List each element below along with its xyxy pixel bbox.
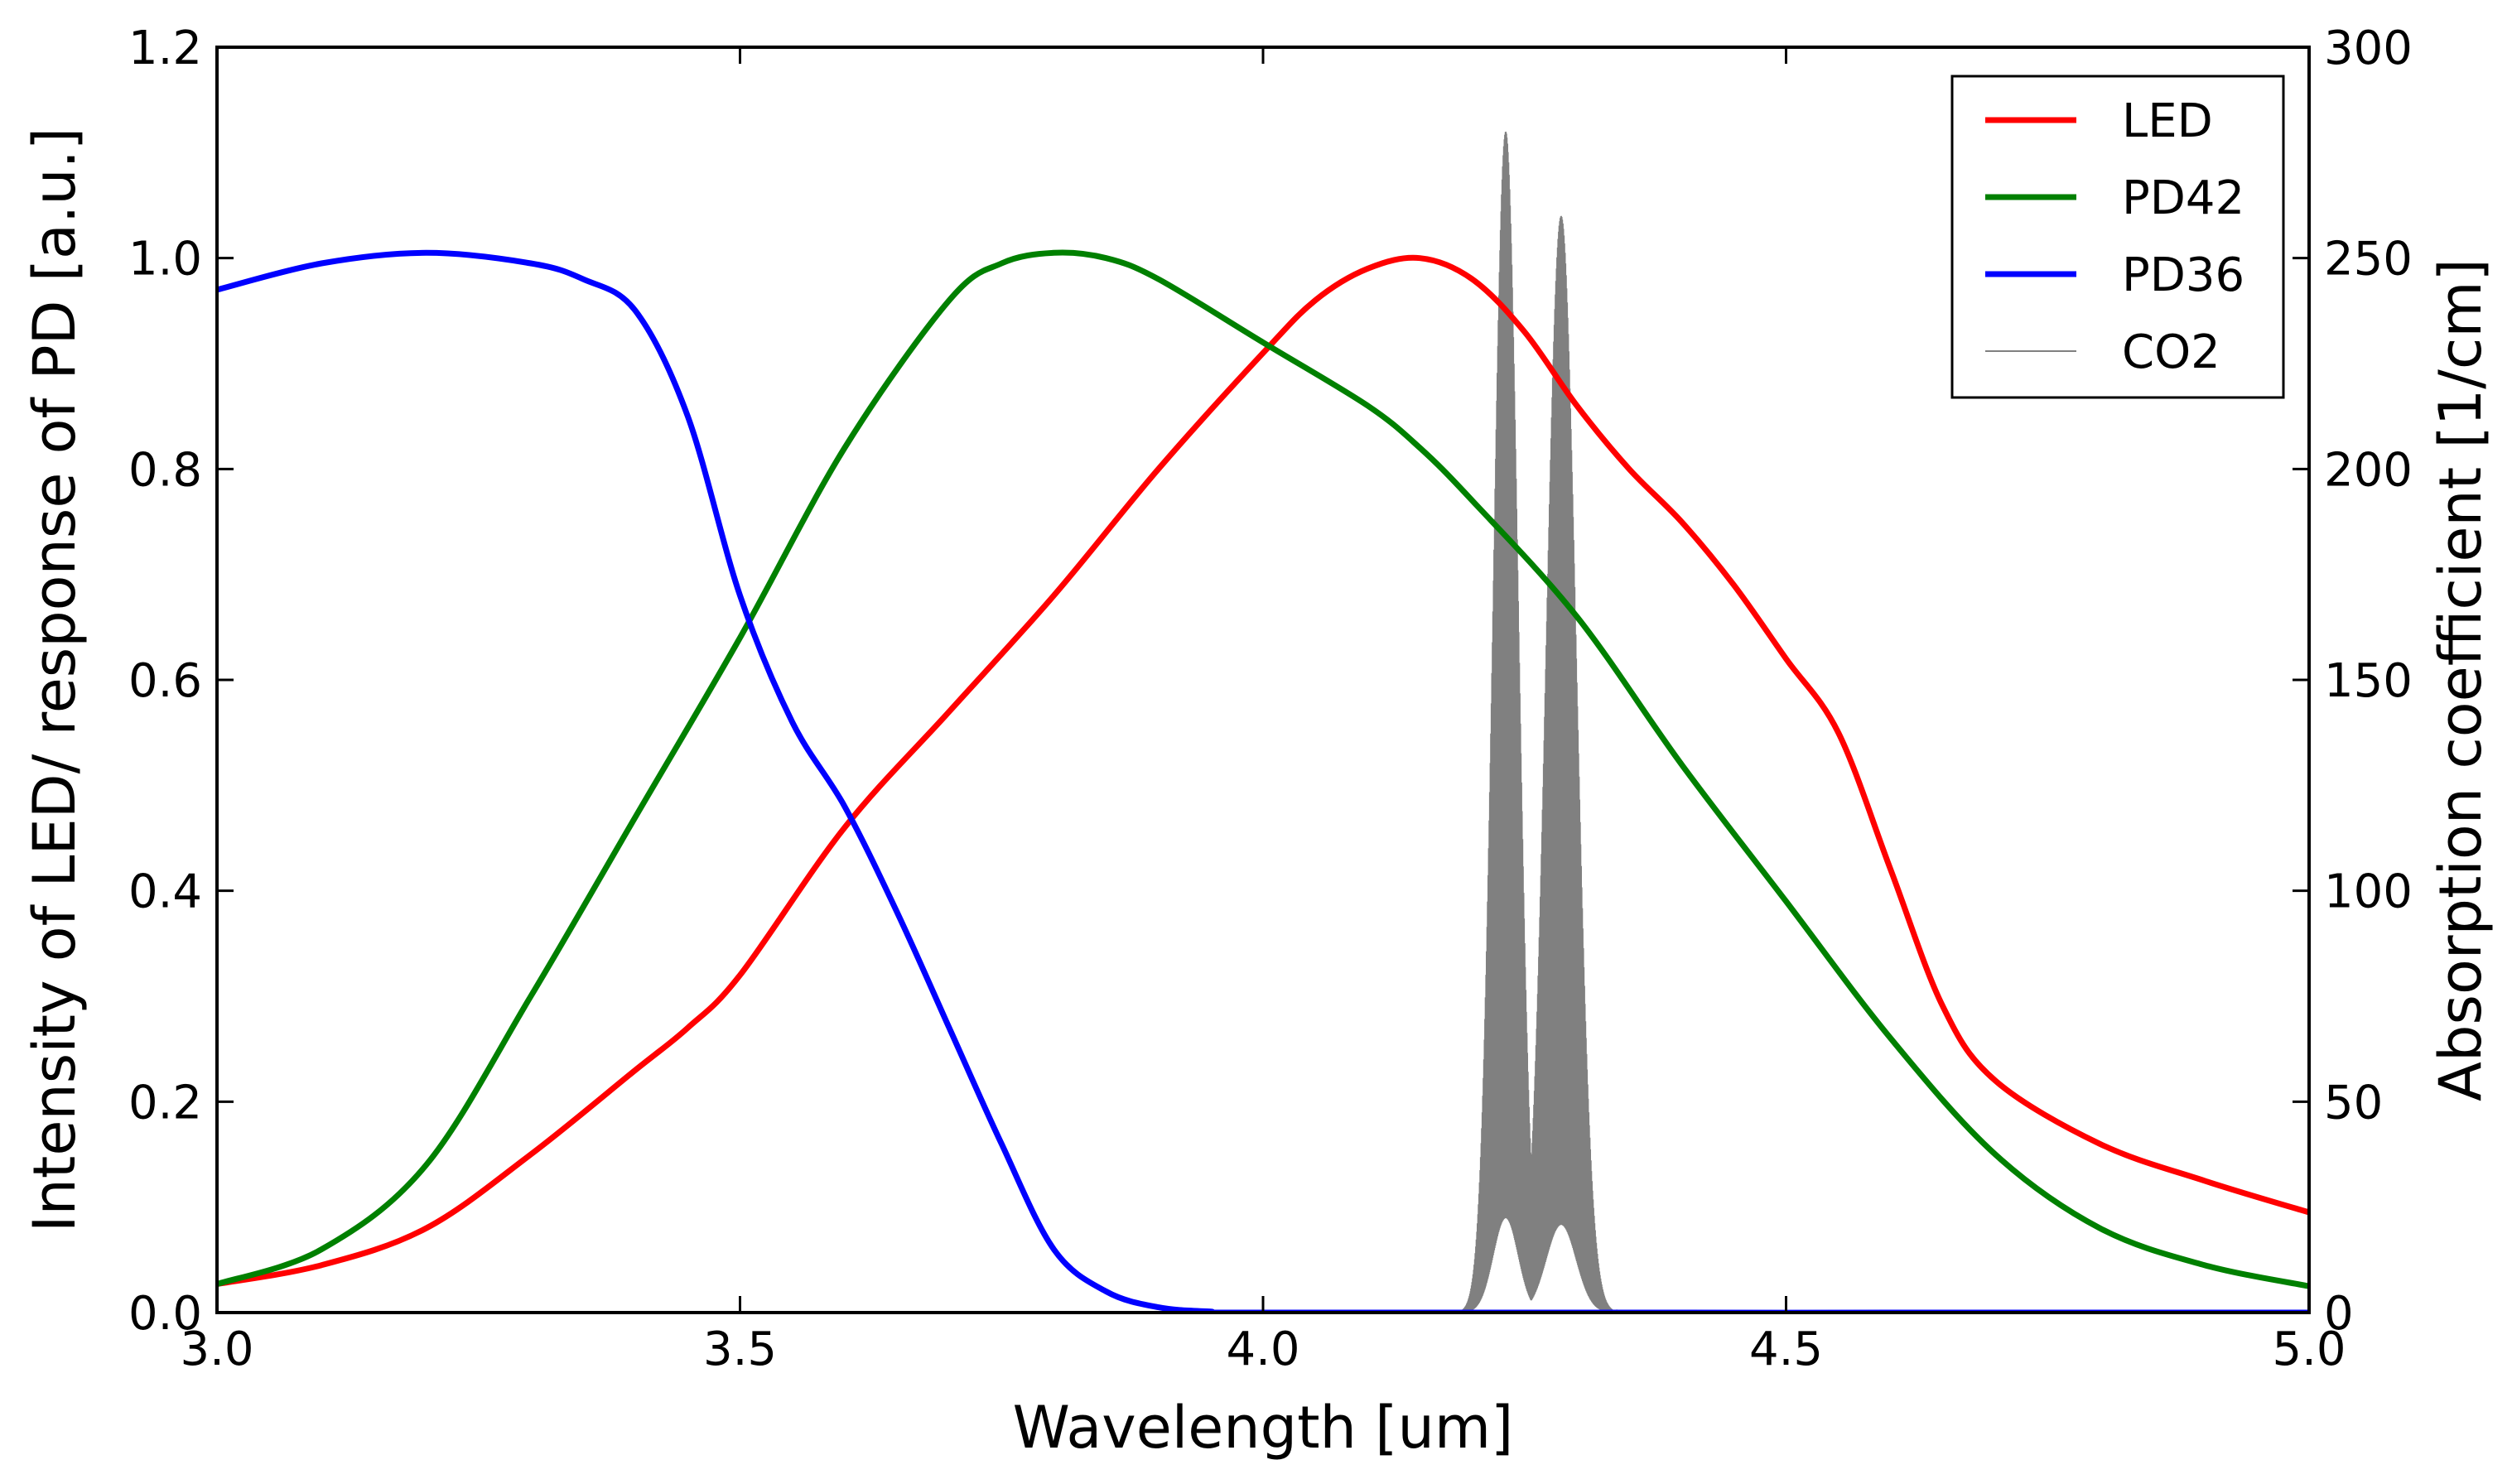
legend-label-pd42: PD42	[2122, 171, 2244, 225]
y-tick-label: 1.2	[128, 22, 202, 75]
x-axis-label: Wavelength [um]	[1013, 1394, 1514, 1462]
y2-tick-label: 0	[2324, 1287, 2354, 1341]
y-axis-label: Intensity of LED/ response of PD [a.u.]	[21, 128, 89, 1232]
y2-tick-label: 250	[2324, 233, 2413, 287]
x-tick-label: 3.0	[180, 1323, 253, 1376]
y2-tick-label: 200	[2324, 443, 2413, 497]
legend-label-led: LED	[2122, 94, 2213, 148]
y2-tick-label: 300	[2324, 22, 2413, 75]
legend-label-co2: CO2	[2122, 325, 2220, 379]
x-tick-label: 4.5	[1749, 1323, 1823, 1376]
x-tick-label: 3.5	[703, 1323, 777, 1376]
series-line-led	[217, 254, 2309, 1288]
tick-layer: 3.0 3.5 4.0 4.5 5.0 0.0 0.2 0.4 0.6 0.8 1.0 1.2 0 50 1…	[128, 22, 2413, 1376]
y2-tick-label: 50	[2324, 1076, 2383, 1130]
legend-label-pd36: PD36	[2122, 248, 2244, 302]
y-tick-label: 0.2	[128, 1076, 202, 1130]
y2-tick-label: 150	[2324, 654, 2413, 708]
y-tick-label: 1.0	[128, 233, 202, 287]
y2-tick-label: 100	[2324, 865, 2413, 919]
y-tick-label: 0.4	[128, 865, 202, 919]
legend: LED PD42 PD36 CO2	[1950, 75, 2285, 399]
y-tick-label: 0.0	[128, 1287, 202, 1341]
x-tick-label: 5.0	[2272, 1323, 2346, 1376]
y2-axis-label: Absorption coefficient [1/cm]	[2427, 258, 2495, 1101]
series-line-pd42	[217, 249, 2309, 1289]
y-tick-label: 0.6	[128, 654, 202, 708]
y-tick-label: 0.8	[128, 443, 202, 497]
legend-box	[1950, 75, 2285, 399]
x-tick-label: 4.0	[1226, 1323, 1299, 1376]
